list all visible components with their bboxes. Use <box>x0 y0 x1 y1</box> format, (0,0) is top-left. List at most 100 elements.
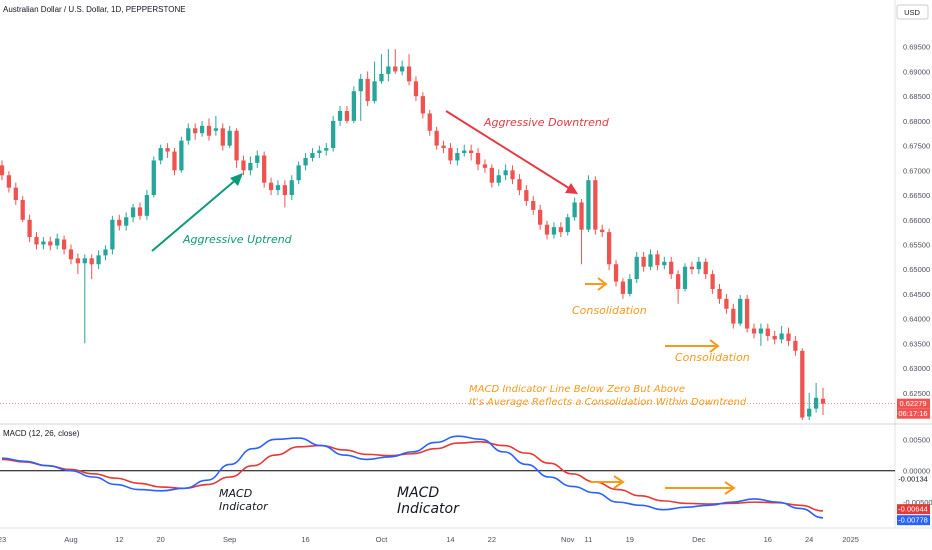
candle <box>544 220 550 240</box>
candle-body <box>41 241 46 245</box>
macd-consolidation-arrow-2 <box>665 481 736 495</box>
candle <box>441 140 446 154</box>
candle-body <box>800 350 805 418</box>
candle <box>744 294 750 333</box>
date-tick-label: Aug <box>64 535 77 544</box>
candle <box>220 123 225 151</box>
price-tick-label: 0.63000 <box>903 364 930 373</box>
candle <box>186 123 191 145</box>
candle <box>48 236 53 251</box>
candle-body <box>344 110 350 121</box>
candle <box>234 128 239 168</box>
candle <box>379 54 384 84</box>
candle-body <box>531 200 536 210</box>
candle <box>765 323 770 341</box>
candle <box>124 212 129 231</box>
candle <box>807 392 812 420</box>
candle <box>117 214 122 231</box>
candle-body <box>496 175 501 183</box>
candle-body <box>372 81 377 102</box>
candle <box>158 144 163 165</box>
date-tick-label: 23 <box>0 535 6 544</box>
candle-body <box>89 258 94 265</box>
date-tick-label: Nov <box>561 535 575 544</box>
candle <box>703 258 708 280</box>
annotation-macd-indicator-big-2: Indicator <box>397 501 460 517</box>
candle <box>627 274 632 297</box>
candle <box>386 49 391 82</box>
candle-body <box>393 66 398 72</box>
candle <box>206 118 212 141</box>
candle <box>462 144 467 157</box>
candle <box>13 182 18 205</box>
candle <box>344 106 350 124</box>
annotation-macd-indicator-big-1: MACD <box>397 485 439 501</box>
macd-consolidation-arrow-1 <box>590 475 625 489</box>
candle-body <box>758 328 764 334</box>
candle-body <box>255 155 260 163</box>
candle <box>689 261 695 275</box>
candle-body <box>379 73 384 82</box>
currency-button-label: USD <box>904 8 920 17</box>
last-price-label: 0.62279 <box>899 399 926 408</box>
candle-body <box>241 160 246 171</box>
candle-body <box>738 298 743 324</box>
candle <box>296 161 301 185</box>
candle <box>282 180 288 208</box>
annotation-macd-indicator-small-1: MACD <box>219 487 252 500</box>
candle-body <box>620 281 626 294</box>
candle <box>779 326 784 344</box>
candle-body <box>317 150 322 154</box>
candle <box>151 156 156 198</box>
candle <box>130 203 136 223</box>
candle <box>55 233 60 250</box>
candle <box>427 110 432 136</box>
candle-body <box>448 148 453 161</box>
candle-body <box>689 266 695 270</box>
candle <box>89 254 94 280</box>
candle <box>303 153 308 171</box>
candle-body <box>234 130 239 161</box>
candle <box>634 251 639 284</box>
macd-value: -0.00778 <box>898 516 928 525</box>
candle-body <box>572 202 577 218</box>
date-tick-label: 19 <box>626 535 634 544</box>
candle-body <box>27 219 32 238</box>
candle <box>593 176 598 235</box>
candle-body <box>213 128 219 131</box>
price-tick-label: 0.64500 <box>903 290 930 299</box>
candle <box>758 323 764 346</box>
candle-body <box>130 207 136 218</box>
candle <box>489 164 494 188</box>
candle <box>262 151 267 188</box>
candle <box>275 180 281 196</box>
date-tick-label: 2025 <box>842 535 859 544</box>
candle <box>27 214 32 243</box>
candle <box>144 190 150 220</box>
candle <box>517 174 522 196</box>
candle <box>475 148 481 171</box>
candle-body <box>13 187 18 200</box>
candle-body <box>786 333 791 341</box>
date-tick-label: 11 <box>585 535 593 544</box>
candle <box>820 387 826 416</box>
candle <box>682 263 688 292</box>
candle <box>662 256 667 270</box>
candle-body <box>627 279 632 294</box>
candle-body <box>807 408 812 417</box>
candle-body <box>6 175 12 188</box>
price-tick-label: 0.63500 <box>903 339 930 348</box>
candle-body <box>820 398 826 404</box>
candle-body <box>489 167 494 183</box>
candle-body <box>144 195 150 216</box>
candle-body <box>503 170 508 176</box>
candle <box>696 256 701 275</box>
candle <box>61 235 67 255</box>
currency-button[interactable]: USD <box>896 4 929 20</box>
candle <box>551 222 557 239</box>
candle-body <box>634 256 639 280</box>
candle <box>455 148 460 166</box>
date-tick-label: Dec <box>692 535 706 544</box>
candle <box>75 253 81 275</box>
candle <box>310 148 315 162</box>
